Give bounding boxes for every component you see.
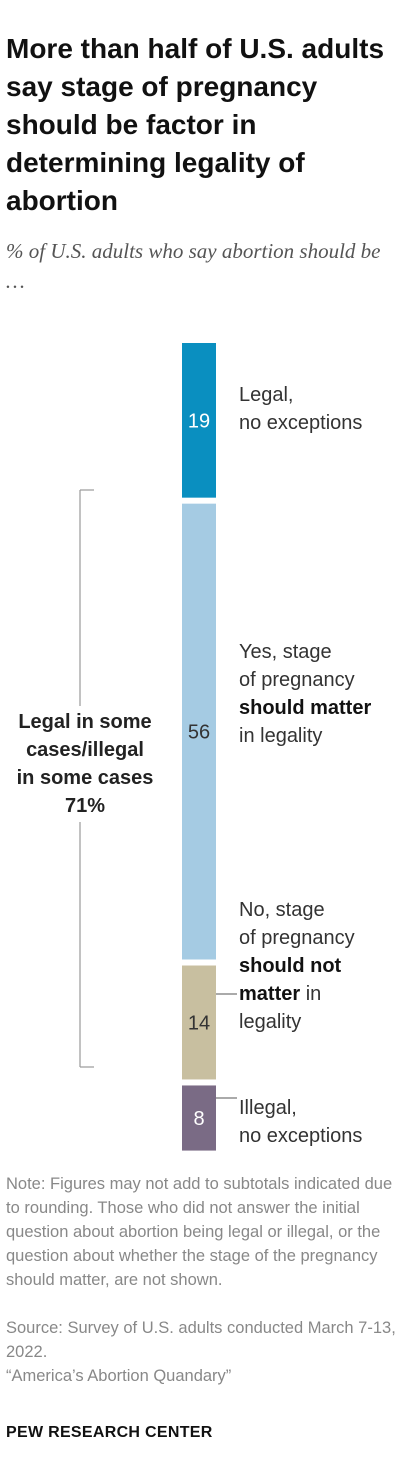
bracket-label-line: in some cases [16,767,154,789]
label-tail: in [300,983,322,1005]
label-line: no exceptions [239,1125,363,1147]
segment-value-label: 19 [188,410,210,432]
label-line: legality [239,1011,302,1033]
label-emphasis: should matter [239,697,372,719]
report-title: “America’s Abortion Quandary” [6,1367,232,1385]
segment-legal-no-exceptions [182,343,216,498]
label-line: of pregnancy [239,927,355,949]
label-line: Legal, [239,384,294,406]
chart-source: Source: Survey of U.S. adults conducted … [6,1319,396,1361]
segment-stage-should-not-matter [182,965,216,1080]
label-emphasis: matter [239,983,301,1005]
chart-title: More than half of U.S. adults say stage … [6,33,385,216]
label-line: should matter [239,694,399,722]
org-name: PEW RESEARCH CENTER [6,1424,213,1441]
label-line: No, stage [239,899,325,921]
segment-illegal-no-exceptions [182,1085,216,1151]
segment-label-legal: Legal, no exceptions [239,381,399,437]
segment-value-label: 8 [193,1108,204,1130]
bracket-subtotal-value: 71% [64,795,106,817]
label-line: should not [239,952,399,980]
segment-label-should-matter: Yes, stage of pregnancy should matter in… [239,638,399,750]
label-line: Yes, stage [239,641,332,663]
label-emphasis: should not [239,955,342,977]
label-line: matter in [239,980,399,1008]
segment-value-label: 14 [188,1012,210,1034]
segment-stage-should-matter [182,503,216,960]
label-line: no exceptions [239,412,363,434]
segment-value-label: 56 [188,722,210,744]
chart-note: Note: Figures may not add to subtotals i… [6,1175,393,1289]
bracket-label: Legal in some cases/illegal in some case… [2,706,168,822]
bracket-label-line: Legal in some [18,711,152,733]
bracket-label-line: cases/illegal [26,739,144,761]
chart-subtitle: % of U.S. adults who say abortion should… [6,239,381,293]
label-line: of pregnancy [239,669,355,691]
segment-label-illegal: Illegal, no exceptions [239,1094,399,1150]
label-connectors [216,993,237,1099]
bar-segments: 19 56 14 8 [182,343,216,1151]
label-line: in legality [239,725,323,747]
segment-label-should-not-matter: No, stage of pregnancy should not matter… [239,896,399,1036]
label-line: Illegal, [239,1097,297,1119]
